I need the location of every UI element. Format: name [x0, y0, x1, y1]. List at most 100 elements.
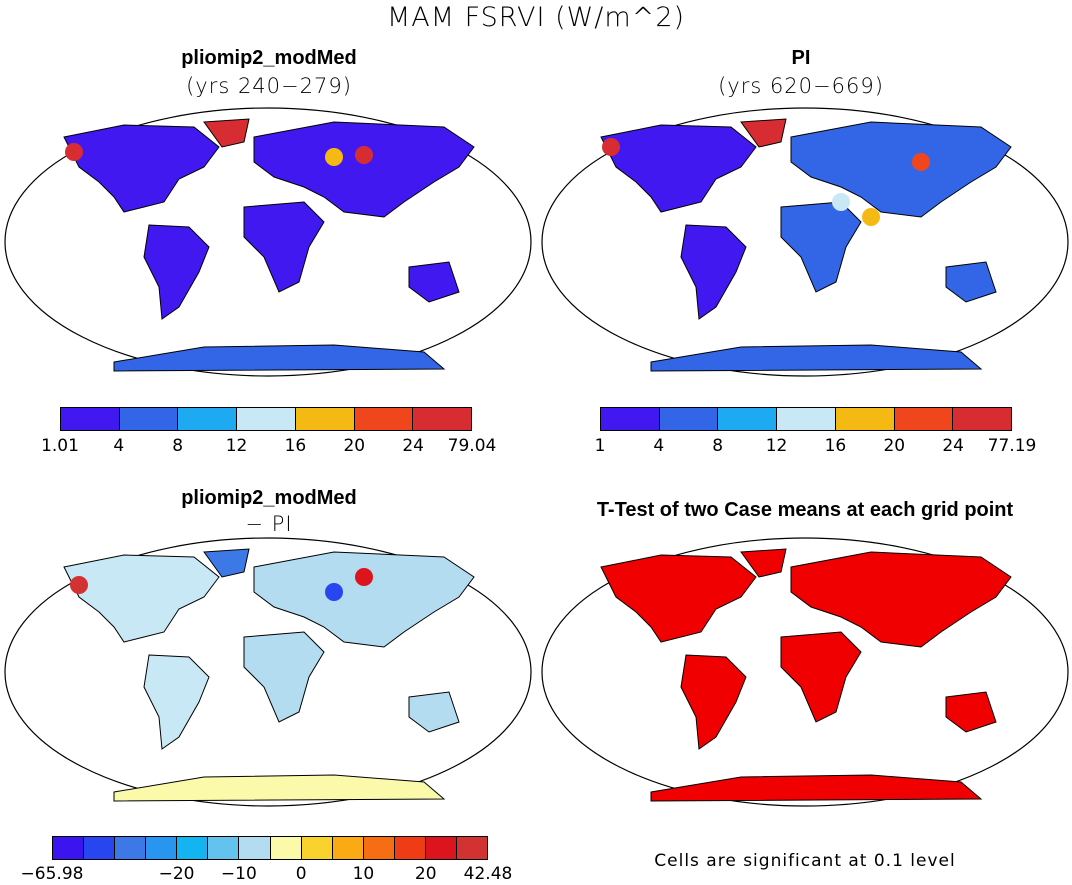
panel-title-bottom-left: pliomip2_modMed [181, 487, 357, 509]
panel-title-top-left: pliomip2_modMed [181, 47, 357, 69]
landmass-samerica [680, 224, 747, 320]
world-map-top-left [4, 107, 532, 377]
colorbar-tick-label: 77.19 [987, 436, 1037, 456]
colorbar-tick-label: 20 [414, 864, 437, 884]
landmass-greenland [203, 548, 250, 578]
colorbar-swatch [177, 837, 209, 859]
panel-subtitle-top-left: (yrs 240−279) [186, 74, 352, 98]
field-anomaly-patch [912, 153, 930, 171]
landmass-antarctica [650, 344, 983, 372]
field-anomaly-patch [70, 576, 88, 594]
field-anomaly-patch [602, 138, 620, 156]
colorbar-swatch [301, 837, 333, 859]
colorbar-swatch [208, 837, 240, 859]
colorbar-swatch [115, 837, 147, 859]
landmass-africa [780, 631, 862, 723]
colorbar-tick-label: 10 [352, 864, 375, 884]
colorbar-swatch [413, 408, 472, 430]
world-map-top-right [541, 107, 1069, 377]
colorbar-tick-label: 1 [594, 436, 606, 456]
figure-title: MAM FSRVI (W/m^2) [386, 2, 686, 33]
landmass-africa [243, 201, 325, 293]
colorbar-tick-label: 12 [765, 436, 788, 456]
world-map-bottom-right [541, 537, 1069, 807]
landmass-antarctica [113, 774, 446, 802]
landmass-antarctica [650, 774, 983, 802]
colorbar-swatch [953, 408, 1012, 430]
landmass-samerica [143, 654, 210, 750]
landmass-greenland [740, 548, 787, 578]
colorbar-swatch [119, 408, 179, 430]
panel-title-bottom-right: T-Test of two Case means at each grid po… [596, 499, 1014, 521]
colorbar-tick-label: 4 [113, 436, 125, 456]
colorbar-tick-label: 12 [225, 436, 248, 456]
colorbar-tick-label: 1.01 [41, 436, 79, 456]
colorbar-tick-label: 20 [883, 436, 906, 456]
world-map-bottom-left [4, 537, 532, 807]
landmass-australia [408, 691, 460, 733]
landmass-eurasia [253, 121, 475, 218]
landmass-antarctica [113, 344, 446, 372]
colorbar-tick-label: 20 [343, 436, 366, 456]
colorbar-top-right [600, 407, 1012, 431]
colorbar-swatch [84, 837, 116, 859]
landmass-australia [945, 691, 997, 733]
colorbar-swatch [178, 408, 238, 430]
landmass-africa [780, 201, 862, 293]
field-anomaly-patch [862, 208, 880, 226]
colorbar-swatch [777, 408, 836, 430]
field-anomaly-patch [355, 568, 373, 586]
colorbar-swatch [457, 837, 488, 859]
colorbar-tick-label: 8 [712, 436, 724, 456]
colorbar-swatch [835, 408, 895, 430]
landmass-australia [945, 261, 997, 303]
colorbar-swatch [237, 408, 296, 430]
colorbar-swatch [354, 408, 414, 430]
colorbar-swatch [601, 408, 660, 430]
landmass-namerica [63, 124, 220, 213]
field-anomaly-patch [65, 143, 83, 161]
landmass-namerica [63, 554, 220, 643]
colorbar-tick-label: 16 [284, 436, 307, 456]
colorbar-swatch [146, 837, 178, 859]
colorbar-bottom-left [52, 836, 488, 860]
colorbar-top-left [60, 407, 472, 431]
colorbar-swatch [270, 837, 302, 859]
landmass-australia [408, 261, 460, 303]
colorbar-tick-label: −65.98 [20, 864, 84, 884]
colorbar-swatch [659, 408, 719, 430]
field-anomaly-patch [325, 583, 343, 601]
colorbar-tick-label: 0 [295, 864, 307, 884]
field-anomaly-patch [355, 146, 373, 164]
colorbar-swatch [425, 837, 458, 859]
landmass-eurasia [790, 121, 1012, 218]
colorbar-swatch [53, 837, 85, 859]
landmass-samerica [680, 654, 747, 750]
colorbar-tick-label: 24 [402, 436, 424, 456]
colorbar-tick-label: 16 [824, 436, 847, 456]
landmass-namerica [600, 554, 757, 643]
colorbar-swatch [61, 408, 120, 430]
landmass-africa [243, 631, 325, 723]
landmass-namerica [600, 124, 757, 213]
landmass-eurasia [253, 551, 475, 648]
colorbar-tick-label: −10 [220, 864, 257, 884]
field-anomaly-patch [325, 148, 343, 166]
panel-subtitle-bottom-left: − PI [245, 512, 293, 536]
panel-title-top-right: PI [791, 47, 811, 69]
field-anomaly-patch [832, 193, 850, 211]
landmass-samerica [143, 224, 210, 320]
colorbar-swatch [332, 837, 364, 859]
significance-note: Cells are significant at 0.1 level [654, 851, 956, 871]
colorbar-swatch [295, 408, 355, 430]
colorbar-tick-label: 79.04 [447, 436, 497, 456]
colorbar-swatch [363, 837, 395, 859]
landmass-eurasia [790, 551, 1012, 648]
colorbar-tick-label: −20 [158, 864, 195, 884]
colorbar-tick-label: 4 [653, 436, 665, 456]
panel-subtitle-top-right: (yrs 620−669) [718, 74, 884, 98]
colorbar-swatch [718, 408, 778, 430]
landmass-greenland [740, 118, 787, 148]
colorbar-swatch [394, 837, 426, 859]
landmass-greenland [203, 118, 250, 148]
